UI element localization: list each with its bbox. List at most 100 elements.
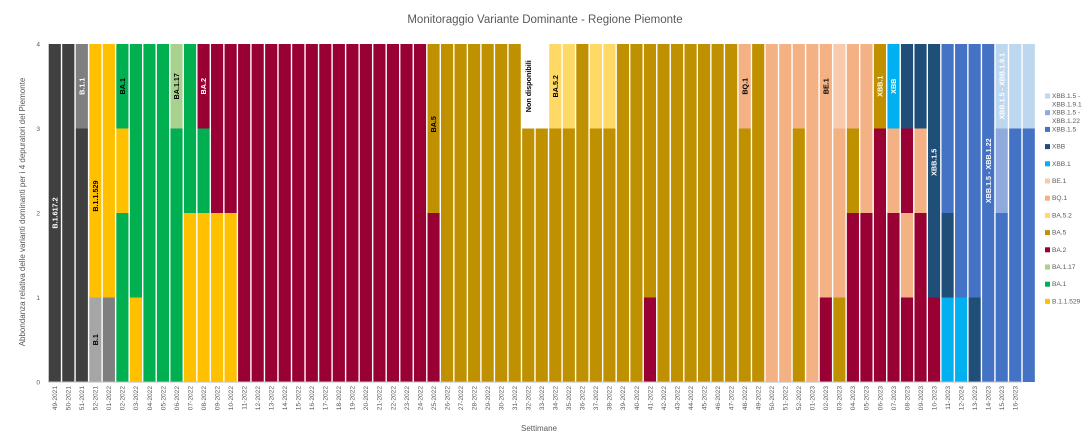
bar-segment-11-2023-1	[941, 297, 954, 382]
x-tick-label: 26-2022	[444, 386, 451, 411]
data-label-bq-1: BQ.1	[740, 78, 749, 95]
bar-segment-11-2023-3	[941, 128, 954, 213]
bar-segment-06-2022-4	[170, 44, 183, 129]
bar-segment-11-2022-1	[238, 297, 251, 382]
x-tick-label: 20-2022	[363, 386, 370, 411]
bar-segment-38-2022-2	[603, 213, 616, 298]
x-tick-label: 09-2023	[918, 386, 925, 411]
bar-segment-52-2021-2	[89, 213, 102, 298]
bar-segment-52-2021-4	[89, 44, 102, 129]
bar-segment-11-2023-4	[941, 44, 954, 129]
bar-segment-13-2022-1	[265, 297, 278, 382]
x-tick-label: 49-2021	[52, 386, 59, 411]
bar-segment-12-2024-2	[955, 213, 968, 298]
legend-label-ba-5-2: BA.5.2	[1052, 212, 1072, 219]
bar-segment-31-2022-3	[508, 128, 521, 213]
bar-segment-24-2022-2	[413, 213, 427, 298]
bar-segment-16-2022-2	[305, 213, 318, 298]
bar-segment-49-2022-4	[752, 44, 765, 129]
bar-segment-03-2022-3	[129, 128, 142, 213]
bar-segment-09-2023-4	[914, 44, 927, 129]
x-tick-label: 05-2023	[864, 386, 871, 411]
x-tick-label: 16-2023	[1013, 386, 1020, 411]
x-tick-label: 33-2022	[539, 386, 546, 411]
x-tick-label: 51-2021	[79, 386, 86, 411]
bar-segment-14-2023-3	[982, 128, 995, 213]
bar-segment-14-2022-4	[278, 44, 291, 129]
x-tick-label: 15-2022	[296, 386, 303, 411]
bar-segment-27-2022-2	[454, 213, 467, 298]
bar-segment-09-2022-1	[211, 297, 224, 382]
x-tick-label: 07-2022	[187, 386, 194, 411]
bar-segment-27-2022-4	[454, 44, 467, 129]
legend-label-xbb: XBB	[1052, 144, 1066, 151]
data-label-ba-1-17: BA.1.17	[172, 73, 181, 99]
bar-segment-23-2022-4	[400, 44, 413, 129]
x-tick-label: 16-2022	[309, 386, 316, 411]
x-tick-label: 52-2021	[93, 386, 100, 411]
bar-segment-08-2022-2	[197, 213, 210, 298]
bar-segment-16-2023-4	[1009, 44, 1022, 129]
bar-segment-32-2022-3	[522, 128, 535, 213]
bar-segment-41-2022-4	[643, 44, 657, 129]
bar-segment-14-2023-2	[982, 213, 995, 298]
bar-segment-20-2022-4	[359, 44, 372, 129]
bar-segment-06-2023-1	[873, 297, 887, 382]
bar-segment-11-2022-2	[238, 213, 251, 298]
x-tick-label: 29-2022	[485, 386, 492, 411]
bar-segment-32-2022-2	[522, 213, 535, 298]
bar-segment-42-2022-1	[657, 297, 670, 382]
bar-segment-05-2023-3	[860, 128, 873, 213]
bar-segment-28-2022-1	[468, 297, 481, 382]
y-tick-label: 4	[36, 42, 40, 49]
bar-segment-08-2023-3	[900, 128, 914, 213]
bar-segment-10-2022-4	[224, 44, 237, 129]
bar-segment-27-2022-3	[454, 128, 467, 213]
y-tick-label: 1	[36, 295, 40, 302]
bar-segment-01-2022-1	[102, 297, 115, 382]
bar-segment-17-2022-1	[319, 297, 332, 382]
bar-segment-50-2021-1	[62, 297, 75, 382]
data-label-b-1-1-529: B.1.1.529	[91, 181, 100, 212]
bar-segment-22-2022-4	[386, 44, 400, 129]
bar-segment-38-2022-3	[603, 128, 616, 213]
bar-segment-14-2023-4	[982, 44, 995, 129]
x-tick-label: 32-2022	[526, 386, 533, 411]
bar-segment-40-2022-1	[630, 297, 643, 382]
bar-segment-14-2022-2	[278, 213, 291, 298]
legend-label-bq-1: BQ.1	[1052, 195, 1067, 202]
bar-segment-07-2023-2	[887, 213, 900, 298]
x-tick-label: 30-2022	[498, 386, 505, 411]
legend-label-xbb-1-5: XBB.1.5	[1052, 126, 1077, 133]
data-label-xbb-1-5-xbb-1-9-1: XBB.1.5 - XBB.1.9.1	[997, 53, 1006, 120]
x-tick-label: 31-2022	[512, 386, 519, 411]
bar-segment-22-2022-3	[386, 128, 400, 213]
bar-segment-15-2023-3	[995, 128, 1008, 213]
bar-segment-18-2022-2	[332, 213, 345, 298]
bar-segment-43-2022-2	[670, 213, 684, 298]
bar-segment-10-2022-3	[224, 128, 237, 213]
bar-segment-43-2022-4	[670, 44, 684, 129]
bar-segment-03-2022-2	[129, 213, 142, 298]
legend-label-be-1: BE.1	[1052, 178, 1067, 185]
legend-label-xbb-1-5-xbb-1-22: XBB.1.5 -	[1052, 110, 1080, 117]
x-tick-label: 08-2023	[904, 386, 911, 411]
bar-segment-undefined-4	[1022, 44, 1035, 129]
legend-swatch-ba-5-2	[1045, 212, 1050, 218]
bar-segment-37-2022-1	[589, 297, 602, 382]
bar-segment-26-2022-4	[441, 44, 454, 129]
data-label-xbb-1-5: XBB.1.5	[930, 149, 939, 176]
legend-swatch-xbb-1-5	[1045, 126, 1050, 132]
x-tick-label: 37-2022	[593, 386, 600, 411]
bar-segment-02-2022-2	[116, 213, 129, 298]
bar-segment-24-2022-4	[413, 44, 427, 129]
bar-segment-49-2021-3	[48, 128, 61, 213]
bar-segment-18-2022-4	[332, 44, 345, 129]
legend-swatch-b-1-1-529	[1045, 298, 1050, 304]
bar-segment-52-2021-1	[89, 297, 102, 382]
x-tick-label: 48-2022	[742, 386, 749, 411]
x-tick-label: 14-2023	[985, 386, 992, 411]
bar-segment-01-2022-2	[102, 213, 115, 298]
bar-segment-38-2022-1	[603, 297, 616, 382]
bar-segment-31-2022-4	[508, 44, 521, 129]
